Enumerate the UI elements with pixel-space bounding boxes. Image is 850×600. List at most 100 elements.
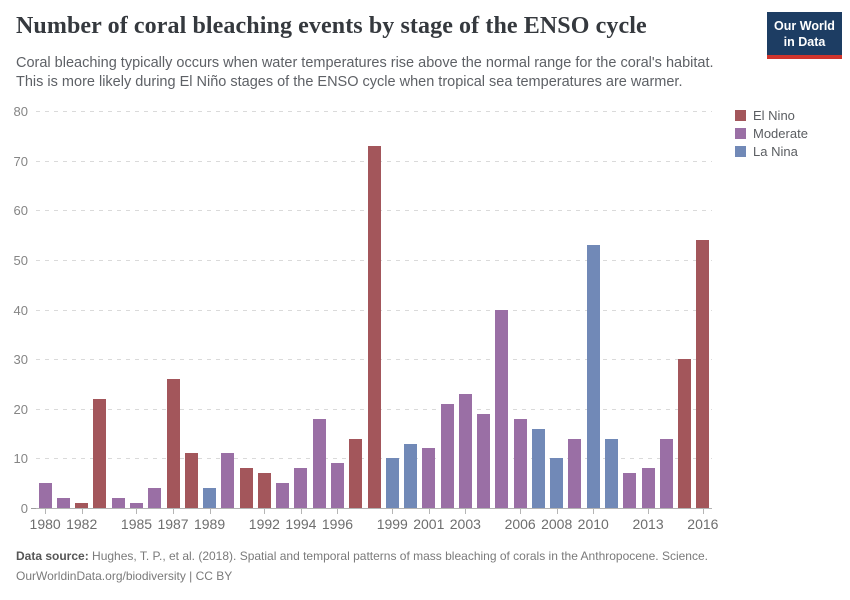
x-axis-label-1982: 1982 <box>66 516 98 532</box>
x-axis-label-2001: 2001 <box>413 516 445 532</box>
x-axis-label-2008: 2008 <box>541 516 573 532</box>
legend-swatch-icon <box>735 127 746 139</box>
bar-2006[interactable] <box>513 418 527 508</box>
owid-logo-line1: Our World <box>774 19 835 33</box>
attribution-line[interactable]: OurWorldinData.org/biodiversity | CC BY <box>16 569 233 583</box>
bar-2015[interactable] <box>678 359 692 508</box>
x-axis-label-1996: 1996 <box>321 516 354 532</box>
chart-footer: Data source: Hughes, T. P., et al. (2018… <box>16 546 816 586</box>
legend-label: Moderate <box>753 125 808 141</box>
bar-1985[interactable] <box>129 503 143 508</box>
data-source-line: Data source: Hughes, T. P., et al. (2018… <box>16 546 816 566</box>
bar-2011[interactable] <box>605 438 618 508</box>
x-axis-label-1989: 1989 <box>193 516 226 532</box>
bar-2003[interactable] <box>458 393 472 508</box>
x-axis-tick-2001 <box>428 509 430 514</box>
y-axis-label-80: 80 <box>13 104 28 119</box>
x-axis-tick-1980 <box>45 509 47 514</box>
bar-1995[interactable] <box>312 418 326 508</box>
y-axis-label-30: 30 <box>13 352 28 368</box>
bar-2004[interactable] <box>477 413 491 508</box>
bar-2013[interactable] <box>641 468 655 508</box>
x-axis-label-2006: 2006 <box>504 516 536 532</box>
bar-1997[interactable] <box>349 438 363 508</box>
bar-2010[interactable] <box>586 245 600 508</box>
owid-logo-line2: in Data <box>783 35 826 49</box>
x-axis-tick-1985 <box>136 509 138 514</box>
legend-swatch-icon <box>735 109 746 121</box>
chart-legend: El Nino Moderate La Nina <box>735 106 808 160</box>
bar-1993[interactable] <box>276 483 290 508</box>
x-axis-label-2013: 2013 <box>632 516 664 532</box>
x-axis-tick-1994 <box>300 509 302 514</box>
data-source-label: Data source: <box>16 549 89 563</box>
bar-2012[interactable] <box>623 473 637 508</box>
owid-logo[interactable]: Our World in Data <box>767 12 842 59</box>
legend-label: La Nina <box>753 143 798 159</box>
bar-1989[interactable] <box>203 488 217 508</box>
legend-swatch-icon <box>735 145 746 157</box>
x-axis-tick-1996 <box>337 509 339 514</box>
data-source-text: Hughes, T. P., et al. (2018). Spatial an… <box>92 549 708 563</box>
bar-2008[interactable] <box>550 458 564 508</box>
bar-1990[interactable] <box>221 453 235 508</box>
bar-1984[interactable] <box>111 498 125 508</box>
bar-1986[interactable] <box>148 488 162 508</box>
bar-1988[interactable] <box>184 453 198 508</box>
bar-2002[interactable] <box>440 403 454 508</box>
bar-1991[interactable] <box>239 468 253 508</box>
x-axis-tick-2003 <box>465 509 467 514</box>
bar-1987[interactable] <box>166 378 180 508</box>
y-axis-label-20: 20 <box>13 401 28 417</box>
bar-1994[interactable] <box>294 468 308 508</box>
x-axis-tick-1987 <box>173 509 175 514</box>
x-axis-label-2010: 2010 <box>577 516 609 532</box>
bar-1982[interactable] <box>75 503 89 508</box>
x-axis-tick-2008 <box>556 509 558 514</box>
x-axis-line <box>36 508 712 509</box>
bar-1983[interactable] <box>93 398 107 508</box>
bar-1999[interactable] <box>385 458 399 508</box>
x-axis-label-1992: 1992 <box>248 516 280 532</box>
bar-2000[interactable] <box>404 443 418 508</box>
bar-1992[interactable] <box>257 473 271 508</box>
x-axis-tick-1992 <box>264 509 266 514</box>
y-axis-label-70: 70 <box>13 153 28 169</box>
legend-item-la-nina[interactable]: La Nina <box>735 142 808 160</box>
x-axis-tick-2006 <box>520 509 522 514</box>
x-axis-label-1980: 1980 <box>29 516 61 532</box>
bar-1998[interactable] <box>367 145 381 508</box>
x-axis-label-2016: 2016 <box>687 516 719 532</box>
bar-2007[interactable] <box>531 428 545 508</box>
bar-2014[interactable] <box>659 438 673 508</box>
bar-chart-plot: 0 10 20 30 40 50 60 70 80 1980 1982 1985 1987 1989 199… <box>14 104 719 532</box>
x-axis-tick-2010 <box>593 509 595 514</box>
bar-2016[interactable] <box>696 240 710 508</box>
x-axis-label-1999: 1999 <box>376 516 408 532</box>
x-axis-label-1994: 1994 <box>285 516 317 532</box>
y-axis-label-60: 60 <box>13 203 28 219</box>
x-axis-tick-2013 <box>648 509 650 514</box>
x-axis-label-1985: 1985 <box>120 516 153 532</box>
x-axis-tick-1999 <box>392 509 394 514</box>
bar-1996[interactable] <box>330 463 344 508</box>
legend-item-el-nino[interactable]: El Nino <box>735 106 808 124</box>
gridline-80 <box>36 111 712 112</box>
bar-1980[interactable] <box>38 483 52 508</box>
y-axis-zero-tick <box>31 508 36 509</box>
y-axis-label-0: 0 <box>20 501 28 516</box>
bar-2009[interactable] <box>568 438 582 508</box>
legend-item-moderate[interactable]: Moderate <box>735 124 808 142</box>
page-title: Number of coral bleaching events by stag… <box>16 13 647 39</box>
x-axis-tick-1989 <box>209 509 211 514</box>
y-axis-label-10: 10 <box>13 451 28 467</box>
x-axis-tick-1982 <box>81 509 83 514</box>
bar-1981[interactable] <box>56 498 70 508</box>
x-axis-label-1987: 1987 <box>157 516 189 532</box>
x-axis-tick-2016 <box>702 509 704 514</box>
y-axis-label-50: 50 <box>13 252 28 268</box>
bar-2005[interactable] <box>495 309 509 508</box>
bar-2001[interactable] <box>422 448 436 508</box>
legend-label: El Nino <box>753 107 795 123</box>
